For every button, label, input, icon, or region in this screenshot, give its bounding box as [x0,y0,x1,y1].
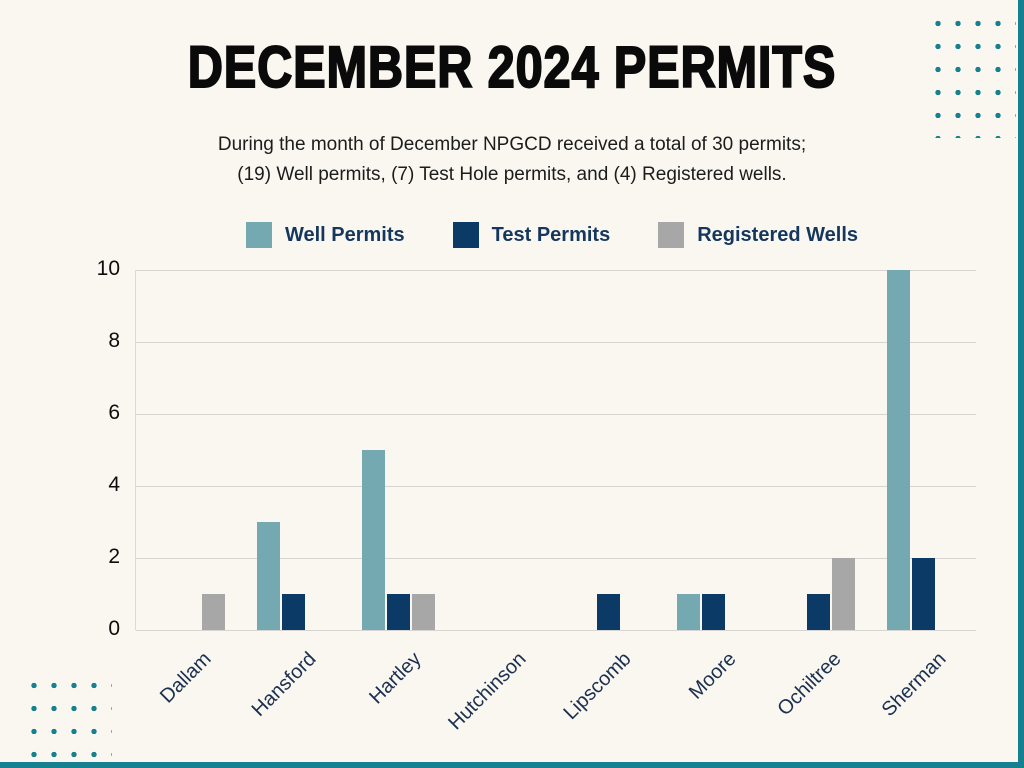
chart-subtitle: During the month of December NPGCD recei… [0,130,1024,191]
y-axis-tick-label-6: 6 [108,401,120,424]
header: DECEMBER 2024 PERMITS [0,34,1024,101]
bar-test-permits-hansford [282,594,305,630]
legend-item-registered-wells: Registered Wells [658,222,858,248]
legend-item-well-permits: Well Permits [245,222,405,248]
decorative-dots-bottom-left [24,674,112,764]
legend-label-test-permits: Test Permits [491,223,611,246]
x-axis-label-moore: Moore [684,648,741,704]
page-title: DECEMBER 2024 PERMITS [187,34,837,101]
plot-area [135,270,976,631]
bar-test-permits-sherman [912,558,935,630]
chart-legend: Well Permits Test Permits Registered Wells [80,218,1024,252]
x-axis-label-sherman: Sherman [877,648,951,721]
gridline-0 [136,630,976,631]
gridline-2 [136,558,976,559]
y-axis-tick-label-4: 4 [108,473,120,496]
bar-group-dallam [149,270,229,630]
legend-swatch-registered-wells [658,222,685,248]
decorative-bottom-border [0,762,1024,768]
x-axis-label-hartley: Hartley [364,648,426,709]
bar-well-permits-hartley [362,450,385,630]
bar-well-permits-hansford [257,522,280,630]
bar-well-permits-moore [677,594,700,630]
bar-group-sherman [884,270,964,630]
bar-group-moore [674,270,754,630]
bar-group-hutchinson [464,270,544,630]
x-axis-label-ochiltree: Ochiltree [772,648,846,721]
legend-swatch-test-permits [452,222,479,248]
bar-registered-wells-hartley [412,594,435,630]
legend-label-registered-wells: Registered Wells [697,223,859,246]
bar-group-ochiltree [779,270,859,630]
x-axis-label-lipscomb: Lipscomb [558,648,636,725]
gridline-10 [136,270,976,271]
y-axis-tick-label-0: 0 [108,617,120,640]
x-axis-label-hansford: Hansford [247,648,321,721]
gridline-4 [136,486,976,487]
bar-group-hartley [359,270,439,630]
bar-registered-wells-ochiltree [832,558,855,630]
bar-test-permits-ochiltree [807,594,830,630]
bar-test-permits-hartley [387,594,410,630]
bar-well-permits-sherman [887,270,910,630]
gridline-8 [136,342,976,343]
bar-group-lipscomb [569,270,649,630]
bar-test-permits-moore [702,594,725,630]
subtitle-line-2: (19) Well permits, (7) Test Hole permits… [237,164,787,186]
subtitle-line-1: During the month of December NPGCD recei… [217,134,807,155]
y-axis-tick-label-2: 2 [108,545,120,568]
bar-registered-wells-dallam [202,594,225,630]
y-axis: 0 2 4 6 8 10 [58,257,120,640]
y-axis-tick-label-10: 10 [96,257,120,280]
x-axis-label-hutchinson: Hutchinson [443,648,531,735]
legend-label-well-permits: Well Permits [284,223,405,246]
legend-item-test-permits: Test Permits [452,222,611,248]
legend-swatch-well-permits [245,222,272,248]
bar-test-permits-lipscomb [597,594,620,630]
y-axis-tick-label-8: 8 [108,329,120,352]
decorative-dots-top-right [928,12,1016,138]
bar-group-hansford [254,270,334,630]
gridline-6 [136,414,976,415]
decorative-right-border [1018,0,1024,768]
